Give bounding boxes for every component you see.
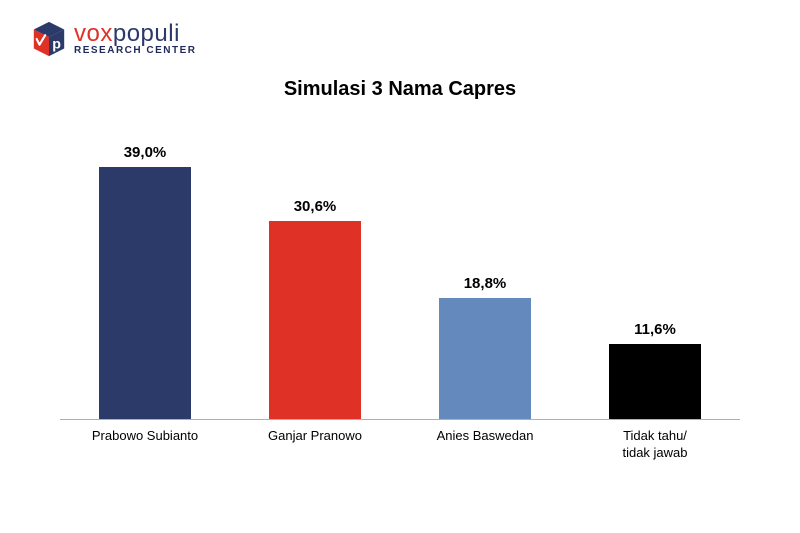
logo-wordmark: voxpopuli [74, 22, 197, 46]
category-labels-row: Prabowo Subianto Ganjar Pranowo Anies Ba… [60, 428, 740, 462]
svg-text:p: p [52, 37, 61, 53]
logo-subtitle: RESEARCH CENTER [74, 46, 197, 56]
category-label: Ganjar Pranowo [230, 428, 400, 462]
bar [99, 167, 191, 419]
bar [439, 298, 531, 419]
bar-value-label: 30,6% [294, 198, 337, 215]
category-label: Tidak tahu/ tidak jawab [570, 428, 740, 462]
bar-value-label: 18,8% [464, 275, 507, 292]
logo-populi-word: populi [113, 20, 180, 47]
bars-row: 39,0% 30,6% 18,8% 11,6% [60, 140, 740, 420]
logo-cube-icon: p [30, 20, 68, 58]
bar [609, 344, 701, 419]
bar-group: 30,6% [230, 198, 400, 419]
bar-value-label: 11,6% [634, 321, 676, 338]
bar-group: 18,8% [400, 275, 570, 419]
bar-chart: 39,0% 30,6% 18,8% 11,6% Prabowo Subianto… [60, 140, 740, 470]
bar-group: 39,0% [60, 144, 230, 419]
bar [269, 221, 361, 419]
bar-group: 11,6% [570, 321, 740, 419]
chart-title: Simulasi 3 Nama Capres [0, 78, 800, 101]
category-label: Prabowo Subianto [60, 428, 230, 462]
category-label: Anies Baswedan [400, 428, 570, 462]
logo: p voxpopuli RESEARCH CENTER [30, 20, 197, 58]
logo-text: voxpopuli RESEARCH CENTER [74, 22, 197, 56]
logo-vox-word: vox [74, 20, 113, 47]
bar-value-label: 39,0% [124, 144, 167, 161]
